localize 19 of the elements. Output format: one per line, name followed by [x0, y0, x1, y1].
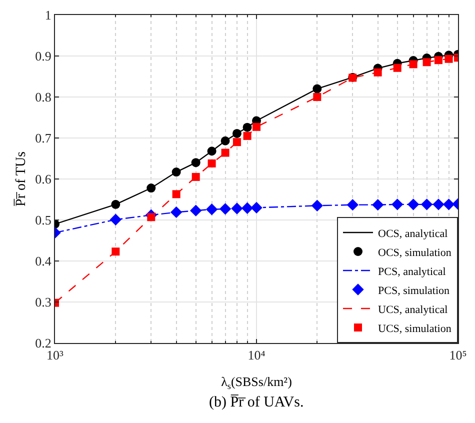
y-tick-label: 0.8 [35, 90, 52, 105]
legend-label: PCS, analytical [378, 266, 446, 278]
y-tick-label: 0.4 [35, 254, 52, 269]
y-tick-label: 0.3 [35, 294, 52, 310]
y-tick-label: 0.6 [35, 172, 52, 187]
x-tick-label: 10⁴ [248, 348, 266, 363]
y-tick-label: 0.5 [35, 212, 52, 228]
y-axis-title: P̅r̅ of TUs [13, 152, 29, 206]
legend-label: PCS, simulation [378, 284, 450, 297]
legend-label: OCS, simulation [378, 246, 452, 259]
text: (b) P̅r̅ of UAVs. [209, 394, 304, 410]
x-axis-title: λ$_{s}$(SBSs/km²) [221, 374, 292, 391]
x-tick-label: 10⁵ [449, 348, 467, 363]
legend-label: UCS, simulation [378, 322, 452, 335]
legend-label: UCS, analytical [378, 304, 448, 316]
y-tick-label: 0.9 [35, 48, 52, 64]
y-tick-label: 0.7 [35, 130, 52, 146]
y-tick-label: 1 [44, 8, 52, 23]
legend-label: OCS, analytical [378, 228, 448, 240]
